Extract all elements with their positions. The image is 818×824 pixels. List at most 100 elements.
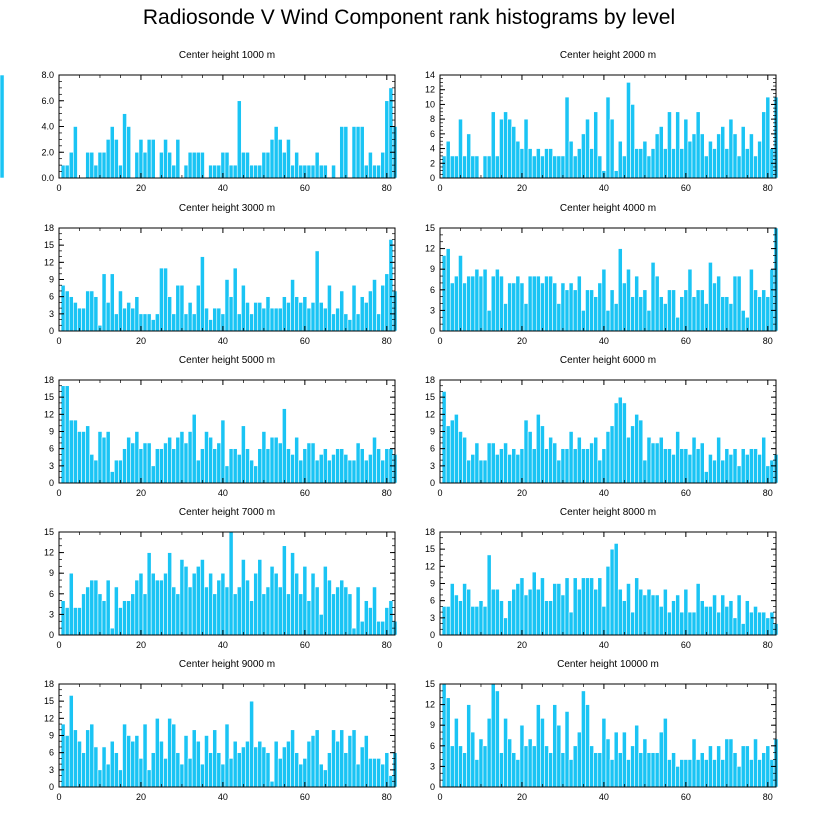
bar [130,442,136,484]
bar [761,436,767,484]
bar [519,724,525,788]
bar [667,289,672,332]
panel-title: Center height 9000 m [179,659,275,670]
bar [658,606,664,636]
bar [548,600,553,636]
bar [93,459,99,484]
x-tick-label: 0 [56,183,61,193]
bar [261,307,267,332]
bar [282,296,287,332]
panel-8: Center height 8000 m 0 20 40 60 80 0 3 6 9 12 15 18 [425,507,779,650]
bar [146,769,152,788]
bar [687,611,693,636]
bar [744,600,750,636]
y-tick-label: 9 [430,720,435,730]
bar [351,729,357,788]
bar [544,275,549,332]
bar [654,275,660,332]
bar [601,718,607,788]
bar [699,133,705,179]
bar [351,126,357,179]
bar [617,588,623,636]
bar [597,752,603,788]
bar [150,139,156,179]
x-tick-label: 40 [599,336,609,346]
bar [175,436,181,484]
bar [585,118,590,179]
x-tick-label: 60 [300,792,310,802]
bar [675,111,681,179]
bar [216,164,222,179]
bar [347,459,353,484]
bar [511,752,517,788]
y-tick-label: 12 [44,409,54,419]
bar [257,559,263,636]
bar [593,752,599,788]
bar [626,759,631,788]
bar [101,746,107,788]
bar [60,600,66,636]
bar [372,586,377,636]
bar [335,307,340,332]
bar [290,164,295,179]
plot-frame [439,227,777,332]
bar [507,282,513,332]
bar [318,763,324,788]
bar [728,454,734,484]
bar [560,155,566,179]
bar [224,723,230,788]
bar [609,548,615,636]
bar [146,313,152,332]
bar [277,758,283,788]
bar [228,531,234,636]
bar [101,273,107,332]
bar [245,740,250,788]
panel-title: Center height 7000 m [179,507,275,518]
bar [667,611,672,636]
bar [384,448,390,484]
bar [208,319,213,332]
bar [81,593,86,636]
bar [511,126,517,179]
bar [724,448,730,484]
panel-title: Center height 10000 m [557,659,659,670]
bar [372,436,377,484]
bar [638,296,644,332]
x-tick-label: 40 [218,183,228,193]
y-tick-label: 6 [49,748,54,758]
bar [560,594,566,636]
bar [622,731,627,788]
bar [314,459,320,484]
bar [523,419,529,484]
bar [449,583,455,636]
x-tick-label: 0 [56,336,61,346]
bar [474,606,480,636]
bar [208,164,213,179]
bar [359,746,365,788]
bar [335,740,340,788]
x-tick-label: 80 [382,488,392,498]
plot-frame [58,531,396,636]
bar [372,164,377,179]
bar [646,436,652,484]
bar [265,752,271,788]
bar [302,448,308,484]
bar [228,758,234,788]
bar [560,448,566,484]
bar [114,313,119,332]
bar [339,579,345,636]
x-tick-label: 40 [218,640,228,650]
bar [282,545,287,636]
panel-2: Center height 2000 m 0 20 40 60 80 0 2 4 6 8 10 12 14 [425,50,779,193]
bar [388,600,394,636]
bar [327,459,332,484]
bar [724,738,730,788]
bar [703,155,709,179]
bar [261,151,267,179]
x-tick-label: 0 [437,183,442,193]
bar [609,425,615,484]
bar [327,579,332,636]
bar [613,402,619,484]
bar [314,729,320,788]
bar [204,431,209,484]
